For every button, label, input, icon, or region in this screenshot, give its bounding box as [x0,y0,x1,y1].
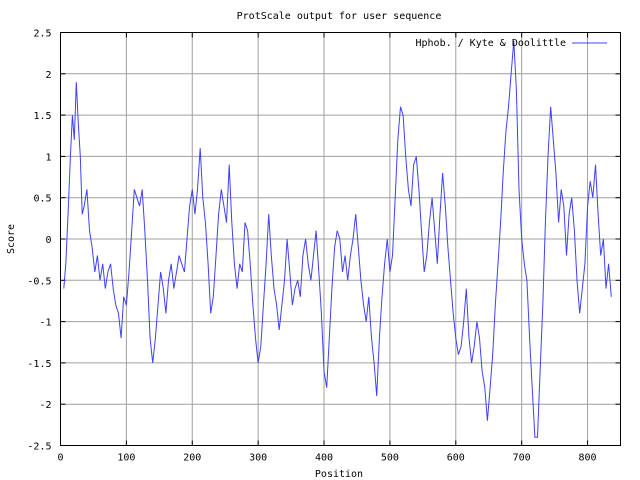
y-tick-label: 2 [45,70,51,81]
x-tick-label: 400 [315,453,333,464]
x-axis-label: Position [315,469,363,480]
legend: Hphob. / Kyte & Doolittle [415,38,607,49]
x-tick-label: 0 [57,453,63,464]
y-tick-label: -1 [39,318,51,329]
hydrophobicity-series-line [63,40,612,438]
x-tick-label: 800 [579,453,597,464]
y-tick-label: 0.5 [33,194,51,205]
y-tick-label: 0 [45,235,51,246]
x-tick-label: 100 [117,453,135,464]
y-axis-label: Score [6,224,17,254]
x-tick-label: 200 [183,453,201,464]
y-tick-label: -0.5 [27,276,51,287]
series-layer [63,40,612,438]
y-tick-label: -2 [39,400,51,411]
grid-layer [60,32,621,446]
y-tick-label: 1 [45,152,51,163]
x-tick-label: 300 [249,453,267,464]
y-tick-label: -2.5 [27,442,51,453]
y-tick-label: 2.5 [33,29,51,40]
x-tick-label: 500 [381,453,399,464]
x-tick-label: 700 [513,453,531,464]
x-tick-label: 600 [447,453,465,464]
tick-layer: 0 100 200 300 400 500 600 700 800 2.5 2 1.5 1 0.5 0 -0.… [27,29,621,464]
y-tick-label: 1.5 [33,111,51,122]
legend-label: Hphob. / Kyte & Doolittle [415,38,566,49]
y-tick-label: -1.5 [27,359,51,370]
chart-title: ProtScale output for user sequence [237,11,442,22]
plot-frame [60,32,621,446]
